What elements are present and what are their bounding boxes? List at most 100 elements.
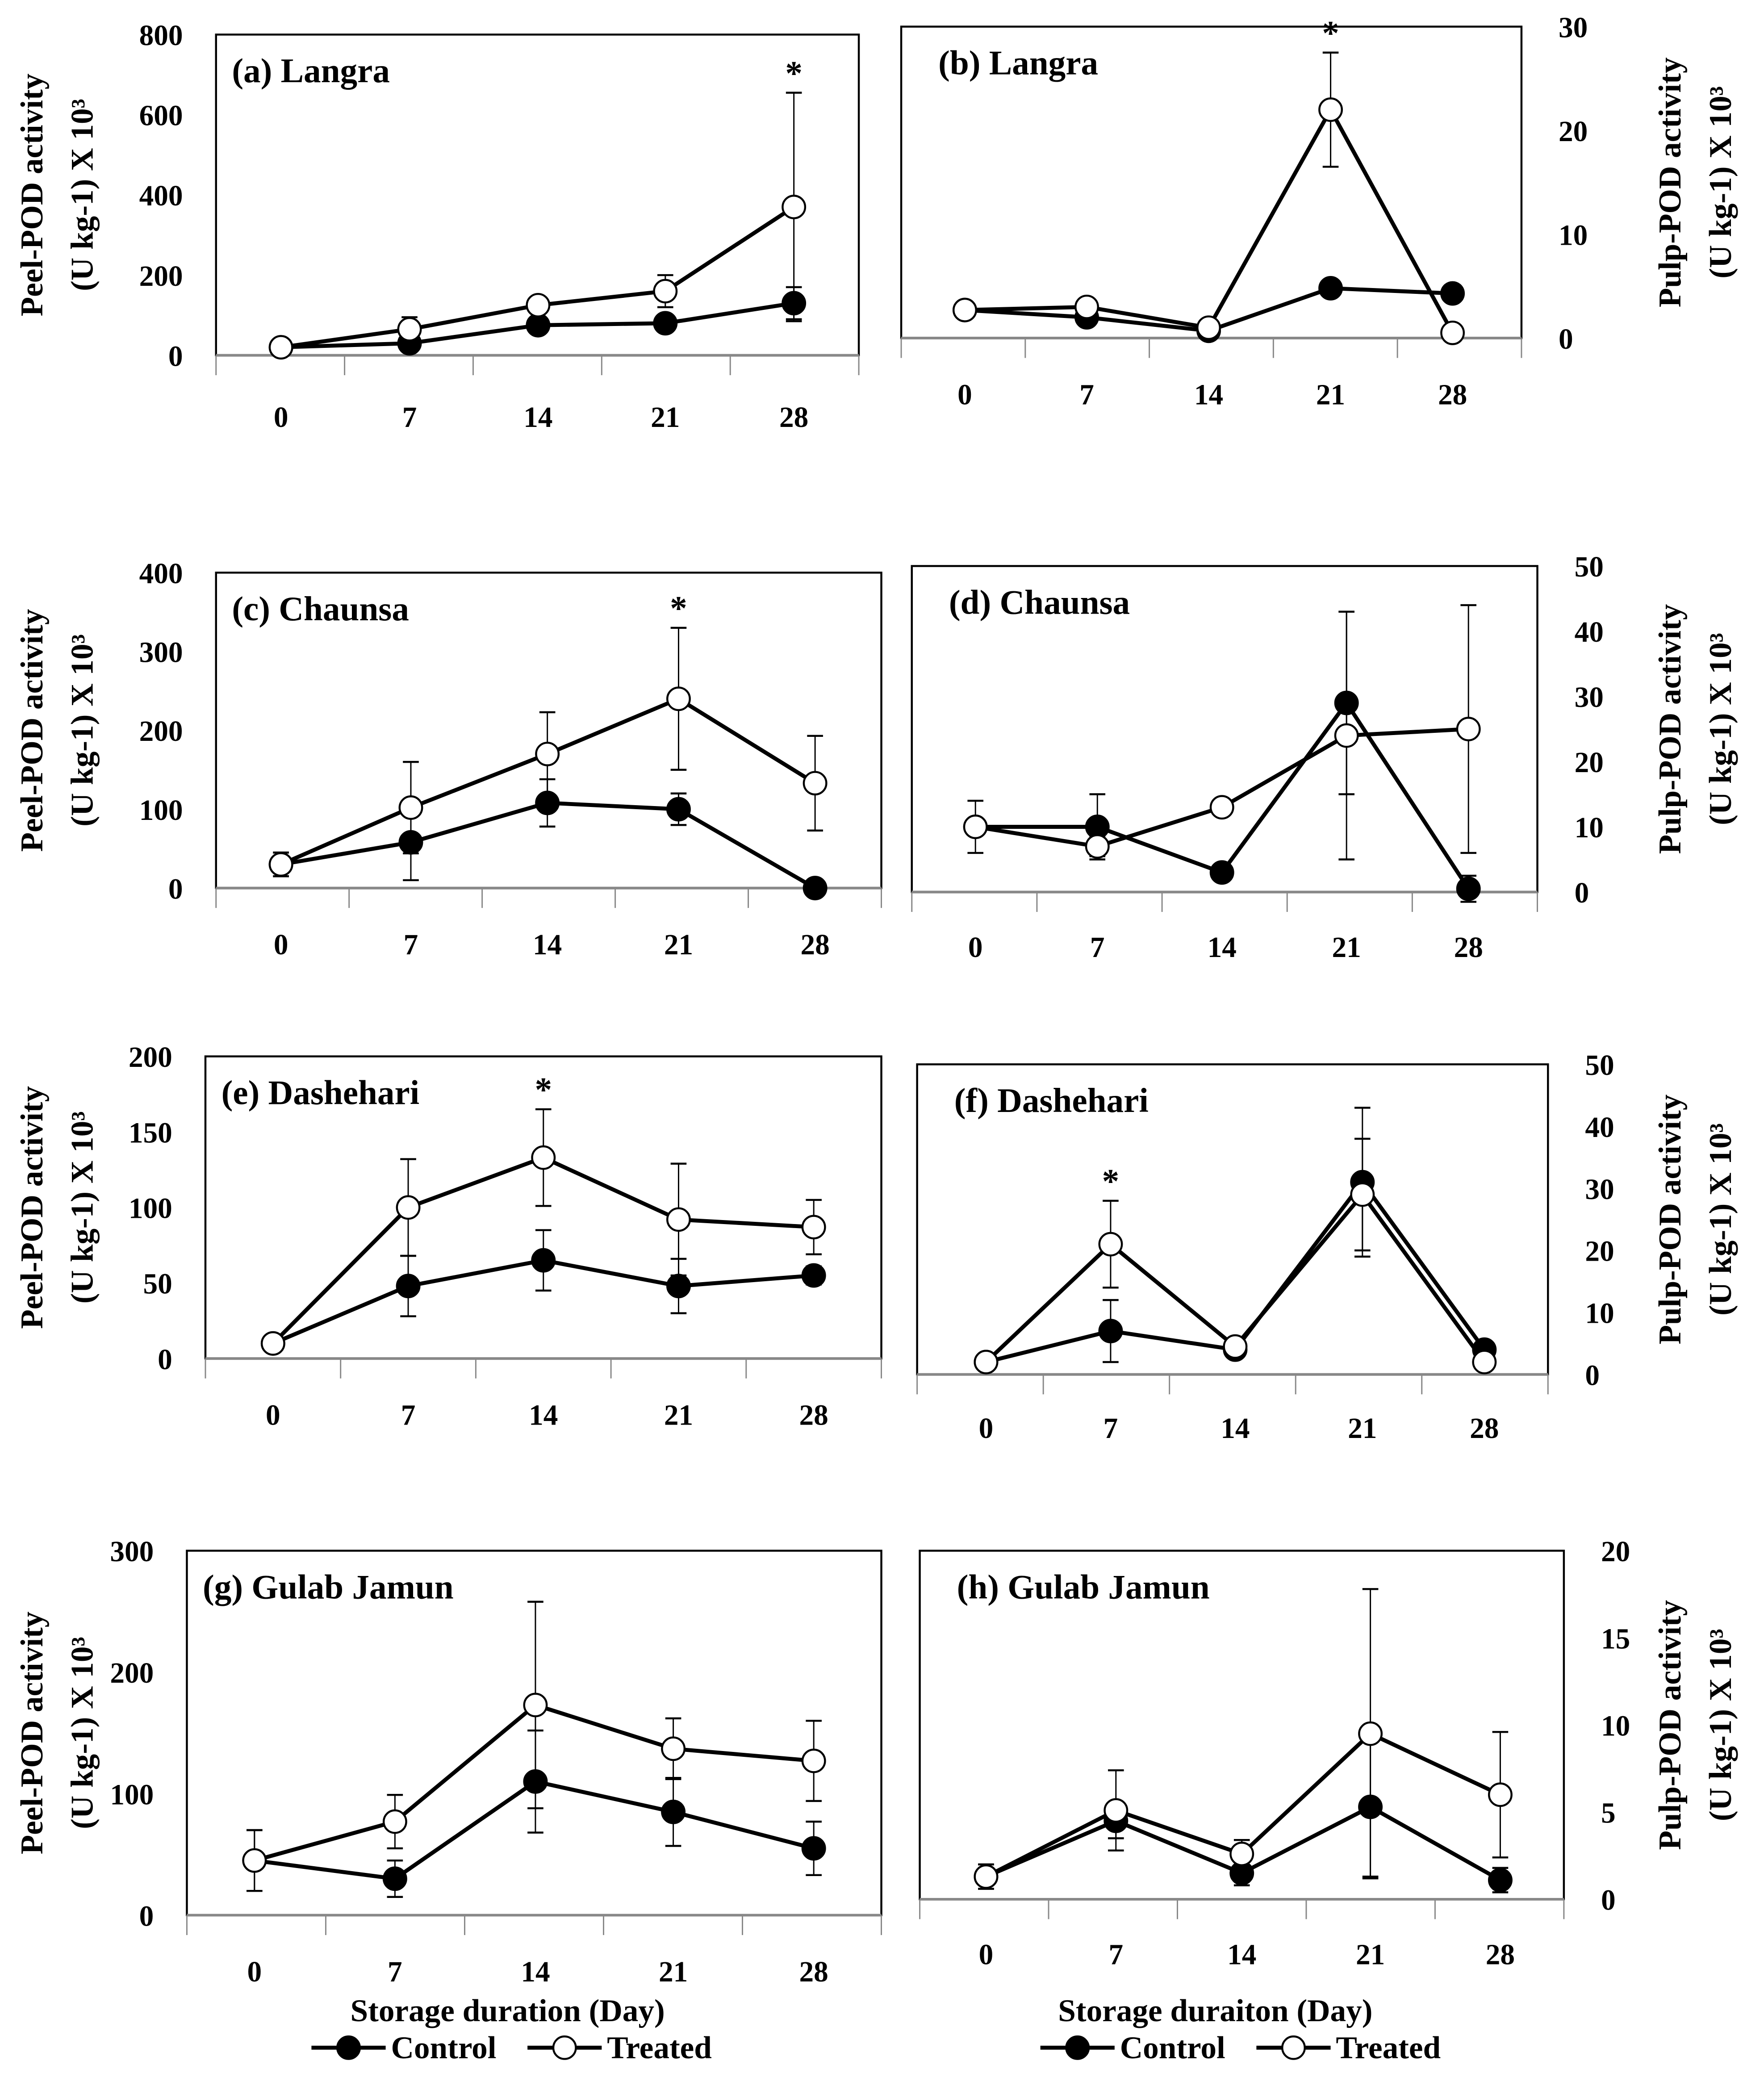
x-tick-label: 14 xyxy=(523,401,552,434)
legend-label: Control xyxy=(391,2031,496,2065)
y-axis-label-units: (U kg-1) X 10³ xyxy=(1703,1629,1738,1821)
data-point xyxy=(398,795,423,820)
x-tick-label: 7 xyxy=(1079,379,1094,411)
data-point xyxy=(535,741,560,766)
x-tick-label: 21 xyxy=(664,929,693,961)
data-point xyxy=(801,1836,826,1861)
data-point xyxy=(531,1145,556,1170)
data-point xyxy=(1318,276,1343,301)
x-tick-label: 7 xyxy=(1108,1939,1123,1971)
y-tick-label: 0 xyxy=(1585,1360,1600,1392)
data-point xyxy=(661,1736,686,1761)
series-control xyxy=(268,778,828,901)
x-tick-label: 14 xyxy=(1227,1939,1256,1971)
x-tick-label: 0 xyxy=(247,1956,262,1988)
data-point xyxy=(1440,320,1465,345)
data-point xyxy=(974,1350,999,1375)
x-tick-label: 0 xyxy=(979,1413,994,1445)
data-point xyxy=(1456,876,1481,901)
data-point xyxy=(1209,860,1234,885)
data-point xyxy=(1350,1182,1375,1207)
y-tick-label: 100 xyxy=(129,1193,172,1225)
legend-label: Treated xyxy=(1336,2031,1441,2065)
series-line xyxy=(254,1779,815,1881)
y-tick-label: 150 xyxy=(129,1117,172,1149)
x-tick-label: 7 xyxy=(1090,932,1105,964)
x-tick-label: 0 xyxy=(274,401,288,434)
x-tick-label: 7 xyxy=(402,401,417,434)
y-tick-label: 100 xyxy=(139,794,183,827)
data-point xyxy=(1085,834,1110,859)
y-tick-label: 10 xyxy=(1575,812,1604,844)
series-control xyxy=(974,1107,1497,1375)
x-axis-label: Storage duraiton (Day) xyxy=(1058,1994,1372,2028)
series-control xyxy=(260,1229,826,1356)
panel-h: 0 7 14 21 28 0 5 10 15 20 (h) Gulab Jamun Pulp-POD … xyxy=(919,1536,1738,2028)
x-tick-label: 14 xyxy=(533,929,562,961)
y-axis-label: Peel-POD activity xyxy=(15,609,50,852)
significance-marker: * xyxy=(1322,14,1339,52)
y-axis-label-units: (U kg-1) X 10³ xyxy=(65,99,100,291)
panel-b: 0 7 14 21 28 0 10 20 30 (b) Langra Pulp-POD activi… xyxy=(900,12,1738,411)
y-tick-label: 50 xyxy=(1575,551,1604,583)
data-point xyxy=(1488,1868,1513,1893)
x-tick-label: 0 xyxy=(957,379,972,411)
series-treated xyxy=(974,1588,1513,1890)
data-point xyxy=(1472,1350,1497,1375)
y-tick-label: 50 xyxy=(1585,1049,1614,1082)
y-tick-label: 10 xyxy=(1585,1298,1614,1330)
panel-title: (f) Dashehari xyxy=(954,1081,1149,1120)
data-point xyxy=(1209,795,1234,820)
x-tick-label: 21 xyxy=(1348,1413,1377,1445)
data-point xyxy=(397,317,422,342)
panel-title: (h) Gulab Jamun xyxy=(957,1567,1210,1606)
data-point xyxy=(268,335,293,360)
y-tick-label: 30 xyxy=(1559,12,1588,44)
x-tick-label: 28 xyxy=(800,929,829,961)
y-tick-label: 0 xyxy=(139,1900,154,1932)
series-treated xyxy=(268,92,807,360)
data-point xyxy=(803,876,828,901)
x-tick-label: 21 xyxy=(1332,932,1361,964)
y-axis-label-units: (U kg-1) X 10³ xyxy=(1703,86,1738,279)
y-tick-label: 40 xyxy=(1575,616,1604,648)
series-treated xyxy=(963,604,1481,861)
x-tick-label: 7 xyxy=(1104,1413,1118,1445)
data-point xyxy=(653,311,678,336)
y-axis-label-units: (U kg-1) X 10³ xyxy=(1703,633,1738,825)
data-point xyxy=(531,1248,556,1273)
y-tick-label: 0 xyxy=(1559,323,1573,355)
data-point xyxy=(801,1263,826,1288)
data-point xyxy=(666,1207,691,1232)
panel-g: 0 7 14 21 28 0 100 200 300 (g) Gulab Jamun Peel-PO… xyxy=(15,1536,882,2028)
y-axis-label: Pulp-POD activity xyxy=(1653,1095,1688,1345)
data-point xyxy=(666,797,691,822)
panel-title: (c) Chaunsa xyxy=(232,589,409,628)
data-point xyxy=(260,1331,285,1356)
legend-label: Control xyxy=(1120,2031,1225,2065)
data-point xyxy=(396,1195,421,1220)
y-axis-label: Pulp-POD activity xyxy=(1653,57,1688,307)
y-tick-label: 50 xyxy=(143,1268,172,1300)
x-tick-label: 28 xyxy=(799,1956,828,1988)
x-tick-label: 14 xyxy=(529,1400,558,1432)
panel-title: (e) Dashehari xyxy=(222,1073,420,1112)
x-axis-label: Storage duration (Day) xyxy=(351,1994,665,2028)
data-point xyxy=(1104,1798,1129,1823)
data-point xyxy=(268,852,293,877)
y-axis-label-units: (U kg-1) X 10³ xyxy=(65,1637,100,1829)
x-tick-label: 7 xyxy=(401,1400,416,1432)
data-point xyxy=(1334,723,1359,748)
panel-e: 0 7 14 21 28 0 50 100 150 200 (e) Dashehari Peel-PO… xyxy=(15,1041,882,1432)
y-tick-label: 200 xyxy=(139,260,183,293)
x-tick-label: 14 xyxy=(1194,379,1223,411)
x-tick-label: 0 xyxy=(274,929,288,961)
panel-title: (a) Langra xyxy=(232,51,390,90)
y-axis-label: Peel-POD activity xyxy=(15,74,50,317)
y-tick-label: 0 xyxy=(168,873,183,905)
x-tick-label: 0 xyxy=(968,932,983,964)
significance-marker: * xyxy=(785,54,803,92)
y-tick-label: 40 xyxy=(1585,1112,1614,1144)
x-tick-label: 21 xyxy=(664,1400,693,1432)
data-point xyxy=(396,1274,421,1299)
